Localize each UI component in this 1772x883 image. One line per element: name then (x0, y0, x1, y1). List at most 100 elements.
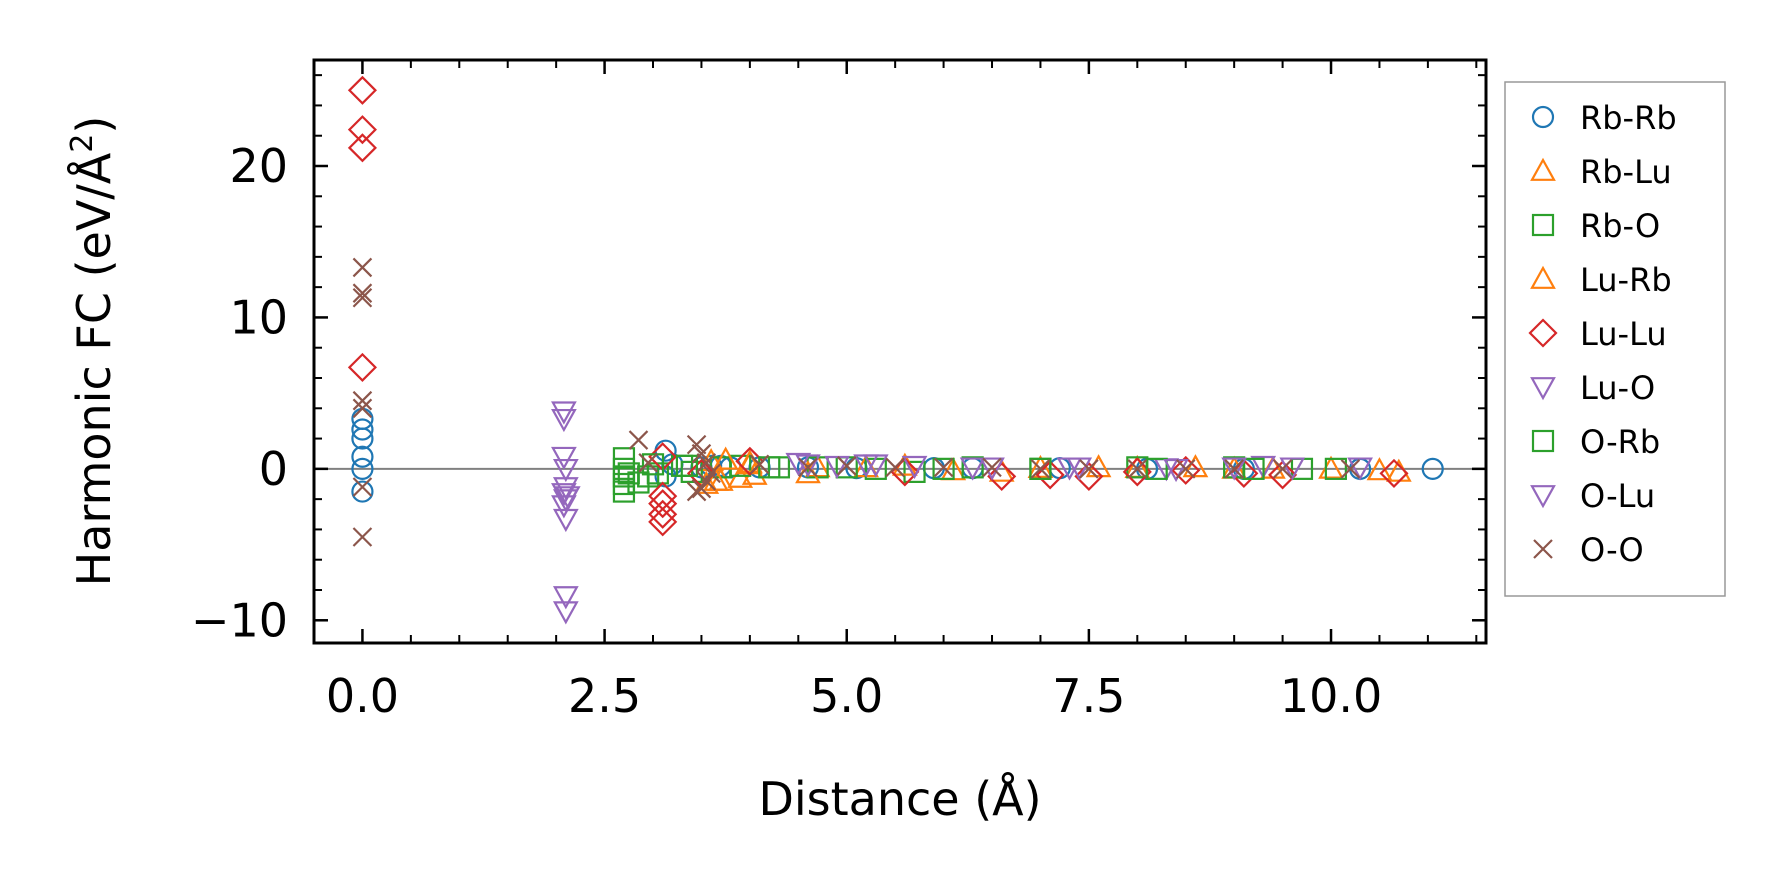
data-point-lu-o (551, 401, 577, 425)
legend-marker-rb-rb (1531, 105, 1555, 129)
data-point-o-o (352, 527, 373, 547)
y-axis-label: Harmonic FC (eV/Å2) (65, 116, 121, 587)
x-axis-label: Distance (Å) (758, 772, 1041, 826)
legend-label: Lu-Rb (1580, 261, 1672, 299)
data-point-o-rb (1029, 457, 1052, 480)
data-point-o-o (885, 457, 905, 478)
data-point-lu-lu (1379, 458, 1409, 488)
legend-item-lu-rb: Lu-Rb (1530, 261, 1672, 299)
data-point-lu-o (552, 458, 579, 483)
series-o-rb (617, 453, 1265, 485)
data-point-o-o (696, 453, 717, 473)
data-point-lu-o (1347, 457, 1373, 481)
data-point-lu-rb (712, 446, 739, 470)
data-point-o-lu (979, 457, 1005, 481)
data-point-rb-rb (351, 445, 374, 468)
legend-label: Rb-O (1580, 207, 1660, 245)
series-o-o (352, 257, 1361, 547)
data-point-o-rb (641, 453, 665, 476)
data-point-o-o (1224, 459, 1244, 479)
legend-frame (1504, 81, 1726, 597)
data-point-o-o (352, 398, 373, 419)
data-point-o-lu (824, 455, 850, 480)
plot-area-frame (312, 58, 1488, 645)
data-point-o-o (1272, 459, 1293, 479)
y-axis-label-close: ) (67, 116, 121, 134)
legend-marker-lu-lu (1528, 318, 1558, 348)
data-point-o-o (1127, 459, 1148, 479)
data-point-rb-o (1324, 457, 1347, 480)
data-point-o-rb (617, 462, 640, 485)
data-point-o-rb (1145, 457, 1168, 480)
legend-item-o-rb: O-Rb (1531, 423, 1660, 461)
data-point-o-o (691, 443, 712, 464)
x-tick-label: 0.0 (326, 669, 399, 723)
legend-item-o-lu: O-Lu (1530, 477, 1655, 515)
legend-item-lu-lu: Lu-Lu (1528, 315, 1667, 353)
data-point-lu-lu (648, 499, 678, 529)
data-point-o-o (352, 287, 373, 308)
x-tick-label: 10.0 (1280, 669, 1382, 723)
x-tick-label: 2.5 (568, 669, 641, 723)
x-tick-label: 5.0 (810, 669, 883, 723)
data-point-o-rb (758, 456, 781, 479)
data-point-o-lu (853, 454, 879, 478)
legend-label: Rb-Lu (1580, 153, 1672, 191)
data-point-o-o (749, 454, 770, 475)
data-point-lu-lu (1074, 461, 1104, 491)
data-point-lu-lu (648, 489, 678, 519)
legend-item-o-o: O-O (1533, 531, 1644, 569)
legend-marker-o-o (1533, 539, 1553, 559)
data-point-o-o (638, 453, 658, 473)
data-point-o-lu (901, 455, 928, 480)
data-point-lu-o (552, 601, 579, 625)
series-lu-o (551, 401, 1373, 625)
y-tick-label: 20 (229, 139, 288, 193)
data-point-o-lu (1221, 457, 1248, 481)
data-point-o-o (628, 430, 649, 450)
y-tick-label: −10 (191, 593, 288, 647)
series-o-lu (554, 452, 1306, 510)
data-point-rb-rb (1421, 457, 1444, 480)
data-point-o-rb (932, 457, 955, 480)
legend-marker-o-rb (1531, 429, 1555, 453)
data-point-lu-o (551, 483, 577, 507)
series-rb-rb (351, 407, 1444, 503)
data-point-o-o (691, 478, 712, 499)
legend-marker-rb-o (1531, 213, 1555, 237)
legend-label: Lu-O (1580, 369, 1655, 407)
data-point-o-rb (675, 454, 699, 477)
legend-label: Rb-Rb (1580, 99, 1677, 137)
data-point-lu-o (551, 408, 577, 433)
data-point-o-o (1175, 459, 1196, 479)
data-point-o-o (798, 457, 818, 478)
data-point-rb-o (729, 454, 752, 477)
data-point-o-o (352, 390, 373, 411)
legend-label: O-Lu (1580, 477, 1655, 515)
x-tick-label: 7.5 (1052, 669, 1125, 723)
data-point-o-o (686, 481, 707, 502)
legend-item-lu-o: Lu-O (1530, 369, 1655, 407)
data-point-o-o (352, 477, 373, 497)
data-point-o-lu (554, 486, 581, 510)
data-point-lu-lu (1268, 460, 1298, 490)
data-point-lu-lu (648, 507, 678, 537)
data-point-o-o (352, 257, 373, 278)
data-point-lu-o (552, 586, 579, 610)
data-point-o-o (836, 456, 857, 476)
legend-label: O-O (1580, 531, 1644, 569)
data-point-o-o (352, 283, 373, 303)
legend-marker-o-lu (1530, 485, 1556, 509)
data-point-rb-rb (351, 457, 374, 480)
data-point-o-o (1340, 459, 1361, 479)
legend: Rb-Rb Rb-Lu Rb-O Lu-Rb Lu-Lu Lu-O O-Rb O-Lu O-O (1504, 81, 1726, 597)
data-point-lu-lu (347, 352, 377, 382)
data-point-rb-rb (351, 418, 374, 441)
data-point-o-o (982, 457, 1002, 478)
data-point-lu-lu (347, 115, 377, 145)
data-point-rb-lu (1318, 455, 1344, 479)
data-point-o-o (933, 457, 954, 478)
data-point-lu-lu (347, 133, 377, 163)
data-point-lu-o (959, 457, 986, 481)
